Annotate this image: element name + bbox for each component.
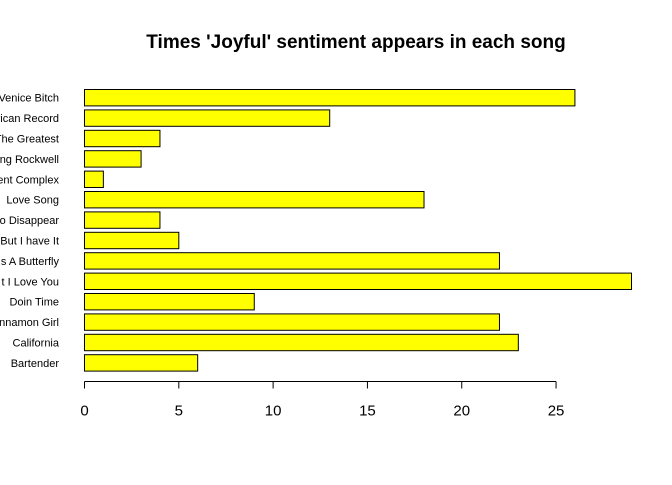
bar-6 (84, 211, 161, 229)
bar-0 (84, 89, 576, 107)
category-label: rican Record (0, 113, 59, 125)
x-tick-label: 25 (548, 403, 565, 420)
category-label: Love Song (6, 195, 59, 207)
bar-7 (84, 231, 180, 250)
category-label: Doin Time (9, 297, 59, 309)
bar-1 (84, 109, 331, 127)
bar-4 (84, 170, 104, 189)
category-label: ent Complex (0, 174, 59, 186)
bar-10 (84, 293, 255, 311)
bar-3 (84, 150, 142, 168)
category-label: Venice Bitch (0, 93, 59, 105)
category-label: The Greatest (0, 134, 59, 146)
category-label: to Disappear (0, 215, 59, 227)
x-tick-label: 20 (453, 403, 470, 420)
x-tick-label: 15 (359, 403, 376, 420)
x-tick-label: 5 (175, 403, 183, 420)
bar-12 (84, 333, 519, 352)
bar-2 (84, 129, 161, 148)
category-label: California (13, 338, 60, 350)
chart-title: Times 'Joyful' sentiment appears in each… (146, 32, 565, 53)
category-labels: Venice Bitch rican Record The Greatest ng R… (0, 93, 60, 370)
bar-8 (84, 252, 500, 270)
bars-group (84, 89, 632, 372)
category-label: Bartender (11, 358, 60, 370)
x-tick-label: 10 (265, 403, 282, 420)
category-label: But I have It (0, 236, 59, 248)
category-label: s A Butterfly (1, 256, 60, 268)
bar-11 (84, 313, 500, 331)
category-label: t I Love You (2, 276, 60, 288)
category-label: innamon Girl (0, 317, 59, 329)
x-tick-label: 0 (80, 403, 88, 420)
category-label: ng Rockwell (0, 154, 59, 166)
bar-9 (84, 272, 632, 291)
bar-13 (84, 354, 199, 372)
x-axis: 0 5 10 15 20 25 (80, 381, 565, 420)
bar-5 (84, 191, 425, 209)
